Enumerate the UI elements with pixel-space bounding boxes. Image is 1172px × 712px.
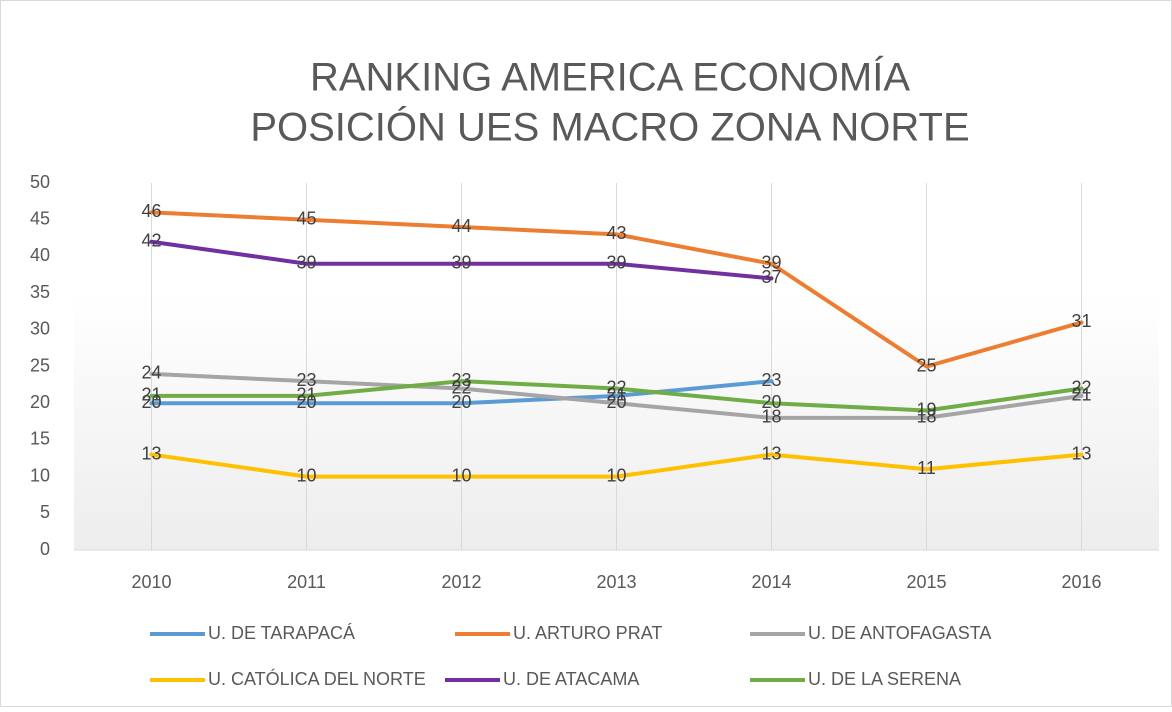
data-label: 20 — [606, 392, 626, 412]
series-line — [149, 379, 1084, 413]
legend-label: U. DE ATACAMA — [503, 669, 639, 689]
data-label: 43 — [606, 223, 626, 243]
data-label: 22 — [451, 377, 471, 397]
legend-label: U. DE LA SERENA — [808, 669, 961, 689]
y-tick-label: 40 — [30, 245, 50, 265]
series-line — [149, 239, 774, 281]
data-label: 10 — [451, 465, 471, 485]
series-line — [149, 210, 1084, 369]
data-label: 31 — [1071, 311, 1091, 331]
y-tick-label: 15 — [30, 429, 50, 449]
data-label: 23 — [761, 370, 781, 390]
y-tick-label: 45 — [30, 208, 50, 228]
data-label: 21 — [606, 385, 626, 405]
data-label: 13 — [761, 443, 781, 463]
legend-label: U. DE TARAPACÁ — [208, 623, 355, 643]
series-line — [149, 379, 774, 406]
data-label: 11 — [917, 458, 936, 478]
data-label: 19 — [916, 399, 936, 419]
data-label: 10 — [296, 465, 316, 485]
chart-title: RANKING AMERICA ECONOMÍA — [310, 55, 910, 100]
y-tick-label: 0 — [40, 539, 50, 559]
data-label: 13 — [141, 443, 161, 463]
data-label: 25 — [916, 355, 936, 375]
data-label: 23 — [451, 370, 471, 390]
legend-label: U. CATÓLICA DEL NORTE — [208, 668, 426, 689]
series-line — [149, 452, 1084, 479]
data-label: 23 — [296, 370, 316, 390]
data-label: 39 — [761, 252, 781, 272]
data-label: 21 — [141, 385, 161, 405]
x-tick-label: 2011 — [287, 572, 326, 592]
legend-label: U. ARTURO PRAT — [513, 623, 662, 643]
data-label: 39 — [451, 252, 471, 272]
x-tick-label: 2016 — [1061, 572, 1101, 592]
data-label: 20 — [761, 392, 781, 412]
data-label: 21 — [296, 385, 316, 405]
series-line — [149, 371, 1084, 420]
data-label: 20 — [296, 392, 316, 412]
y-tick-label: 30 — [30, 319, 50, 339]
y-tick-label: 20 — [30, 392, 50, 412]
chart-title: POSICIÓN UES MACRO ZONA NORTE — [250, 105, 969, 150]
data-label: 22 — [1071, 377, 1091, 397]
y-tick-label: 35 — [30, 282, 50, 302]
data-label: 45 — [296, 208, 316, 228]
data-label: 18 — [916, 407, 936, 427]
legend-label: U. DE ANTOFAGASTA — [808, 623, 991, 643]
data-label: 20 — [141, 392, 161, 412]
y-tick-label: 50 — [30, 172, 50, 192]
data-label: 24 — [141, 363, 161, 383]
data-label: 39 — [606, 252, 626, 272]
x-tick-label: 2012 — [441, 572, 481, 592]
data-label: 37 — [761, 267, 781, 287]
y-tick-label: 10 — [30, 465, 50, 485]
y-tick-label: 25 — [30, 355, 50, 375]
data-label: 13 — [1071, 443, 1091, 463]
data-label: 44 — [451, 216, 471, 236]
data-label: 42 — [141, 230, 161, 250]
data-label: 21 — [1071, 385, 1091, 405]
data-label: 18 — [761, 407, 781, 427]
y-tick-label: 5 — [40, 502, 50, 522]
data-label: 10 — [606, 465, 626, 485]
x-tick-label: 2015 — [906, 572, 946, 592]
x-tick-label: 2013 — [596, 572, 636, 592]
x-tick-label: 2010 — [131, 572, 171, 592]
data-label: 22 — [606, 377, 626, 397]
data-label: 20 — [451, 392, 471, 412]
data-label: 39 — [296, 252, 316, 272]
x-tick-label: 2014 — [751, 572, 791, 592]
data-label: 46 — [141, 201, 161, 221]
